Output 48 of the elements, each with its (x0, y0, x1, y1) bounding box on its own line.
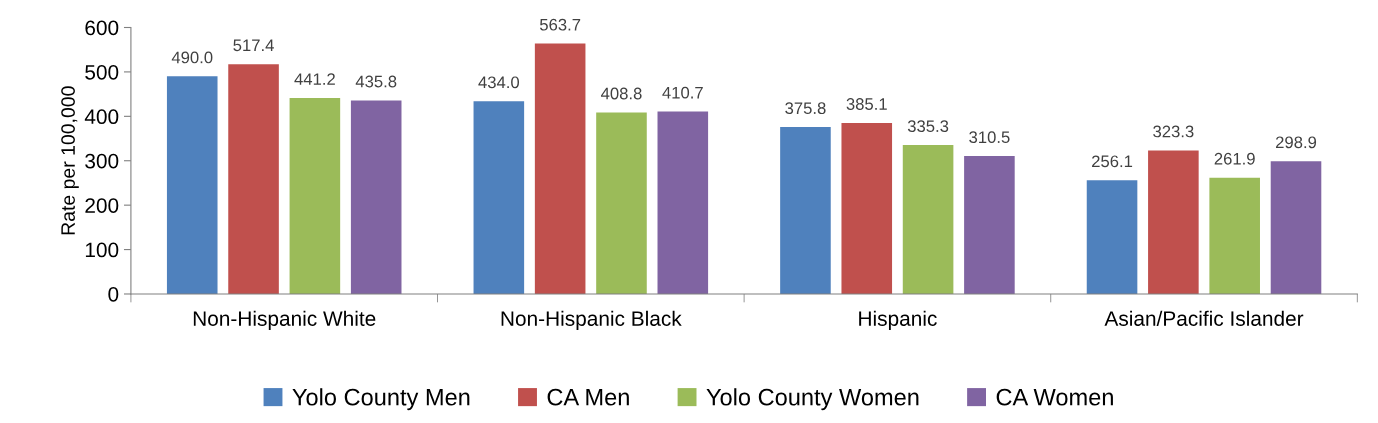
legend-label: Yolo County Men (292, 388, 470, 411)
bar (841, 122, 893, 294)
data-label: 435.8 (355, 75, 397, 88)
legend-label: CA Men (547, 388, 629, 406)
data-label: 490.0 (171, 51, 213, 64)
legend-label: Yolo County Women (706, 388, 919, 411)
y-tick-label: 300 (85, 153, 119, 169)
data-label: 323.3 (1153, 125, 1194, 138)
x-tick-label: Non-Hispanic White (193, 310, 376, 331)
x-tick-label: Non-Hispanic Black (501, 310, 682, 331)
bar (1270, 161, 1322, 294)
bar (1209, 177, 1260, 294)
data-label: 434.0 (478, 76, 520, 89)
data-label: 410.7 (662, 86, 703, 99)
bar (902, 145, 954, 294)
y-tick-label: 500 (85, 64, 119, 80)
y-tick-label: 200 (85, 198, 119, 213)
bar (964, 156, 1015, 294)
bar (228, 64, 279, 294)
bar (289, 98, 341, 294)
bar (166, 76, 218, 294)
data-label: 256.1 (1092, 155, 1133, 168)
bar (657, 111, 709, 294)
legend-label: CA Women (996, 388, 1113, 406)
x-tick-label: Asian/Pacific Islander (1104, 310, 1304, 326)
bar (780, 127, 831, 294)
data-label: 385.1 (846, 98, 887, 110)
data-label: 261.9 (1214, 152, 1255, 165)
data-label: 375.8 (785, 102, 826, 115)
bar (1148, 150, 1199, 294)
bar (350, 100, 402, 294)
data-label: 335.3 (907, 120, 949, 133)
y-tick-label: 600 (85, 20, 119, 36)
y-tick-label: 400 (84, 109, 119, 125)
y-tick-label: 0 (108, 286, 119, 302)
data-label: 310.5 (969, 131, 1010, 144)
bar (596, 112, 647, 294)
data-label: 298.9 (1276, 136, 1317, 149)
data-label: 563.7 (539, 18, 581, 31)
data-label: 517.4 (233, 39, 274, 52)
bar (473, 101, 525, 294)
x-tick-label: Hispanic (859, 310, 937, 331)
data-label: 408.8 (601, 87, 642, 100)
bar (1086, 180, 1138, 294)
data-label: 441.2 (294, 73, 335, 85)
bar (534, 43, 586, 294)
y-axis-title: Rate per 100,000 (61, 86, 79, 235)
y-tick-label: 100 (85, 242, 119, 258)
